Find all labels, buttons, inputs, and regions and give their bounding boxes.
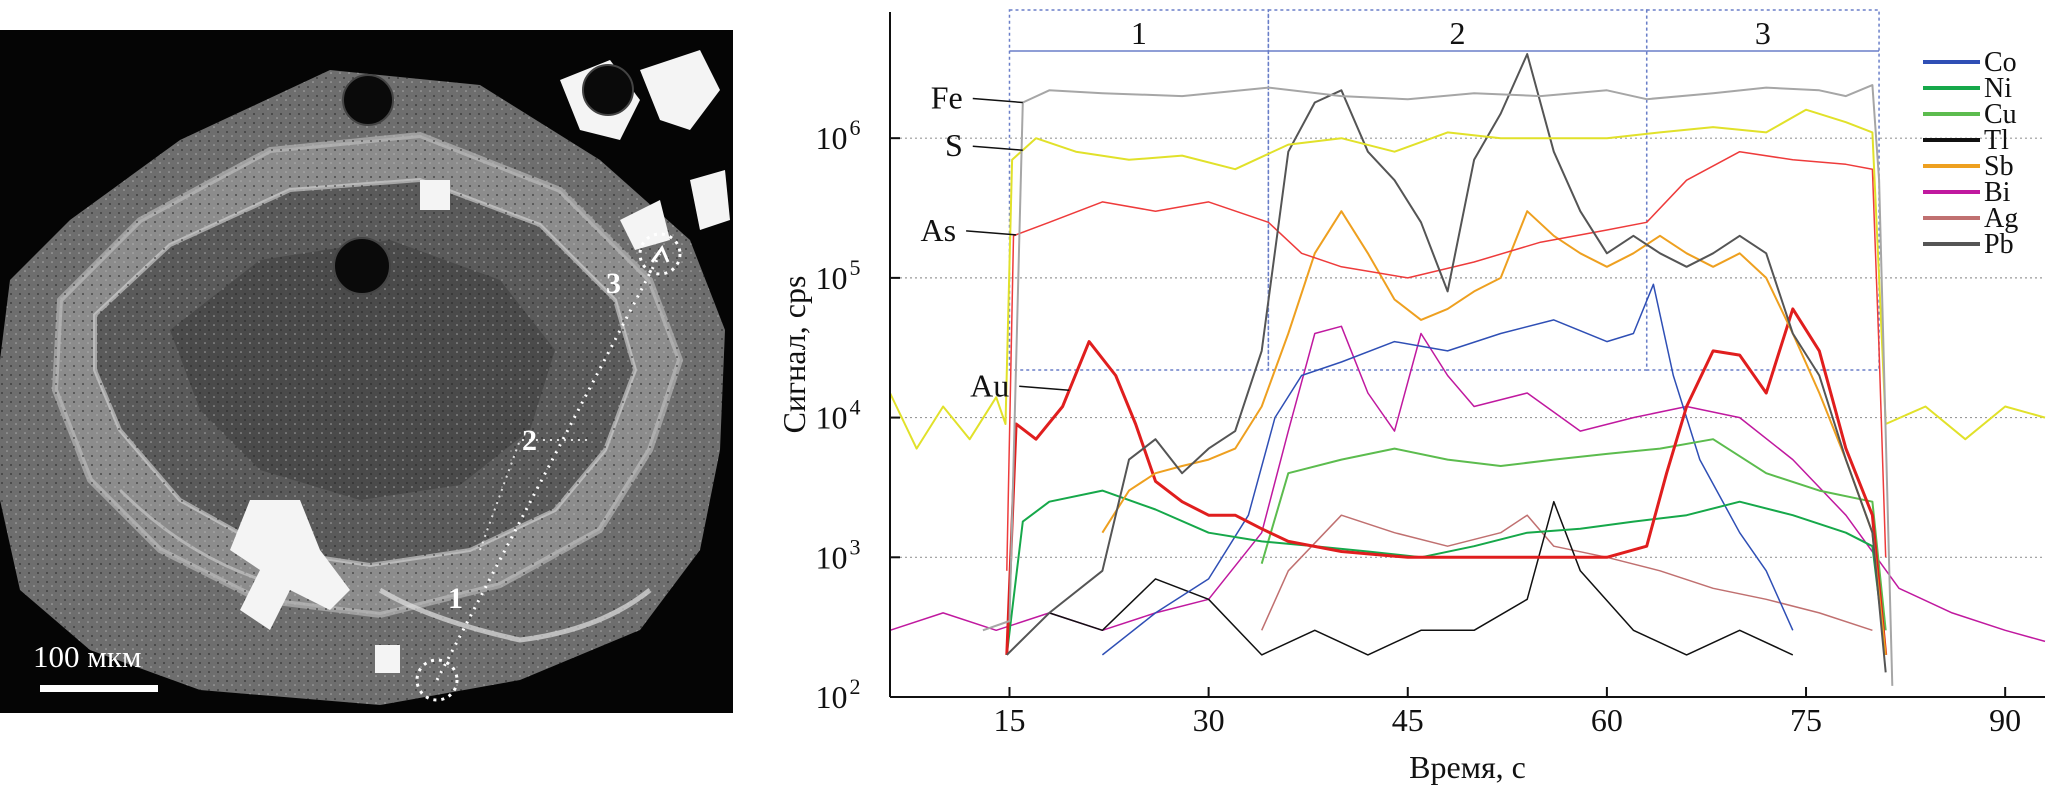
- x-tick-label-75: 75: [1790, 702, 1822, 738]
- curve-label-s: S: [945, 127, 963, 163]
- pyrite-grain: [0, 70, 725, 705]
- zone-box-3: [1645, 9, 1880, 371]
- analysis-profile: [415, 232, 682, 702]
- micrograph-panel: 1 2 3 100 мкм: [0, 30, 733, 713]
- zone-label-2: 2: [1450, 15, 1466, 51]
- direction-arrow-icon: [650, 244, 670, 263]
- legend-cu-label: Cu: [1984, 99, 2017, 130]
- legend-bi-label: Bi: [1984, 177, 2011, 208]
- x-tick-label-60: 60: [1591, 702, 1623, 738]
- series-co-line: [1101, 283, 1794, 656]
- series-cu-line: [1260, 438, 1887, 631]
- series-fe-line: [982, 84, 1894, 686]
- curve-label-au-leader: [1019, 385, 1070, 392]
- series-as-line: [1006, 150, 1887, 571]
- zone-label-3: 3: [1755, 15, 1771, 51]
- y-tick-label-5: 105: [816, 255, 861, 296]
- legend-pb-label: Pb: [1984, 229, 2014, 260]
- x-tick-label-30: 30: [1193, 702, 1225, 738]
- series-s-line: [889, 108, 2046, 450]
- y-tick-exponent-3: 3: [850, 534, 861, 559]
- x-tick-label-90: 90: [1989, 702, 2021, 738]
- y-axis-label: Сигнал, cps: [776, 276, 812, 434]
- y-tick-exponent-5: 5: [850, 255, 861, 280]
- legend-tl-label: Tl: [1984, 125, 2009, 156]
- curve-label-fe: Fe: [931, 80, 963, 116]
- profile-label-2: 2: [522, 424, 537, 457]
- curve-label-as-leader: [966, 230, 1017, 236]
- y-tick-label-4: 104: [816, 395, 861, 436]
- curve-label-s-leader: [972, 145, 1023, 151]
- legend-sb-label: Sb: [1984, 151, 2014, 182]
- bright-inclusions: [230, 50, 730, 673]
- zones-layer: 1 2 3: [1008, 9, 1880, 371]
- zone-box-2: [1267, 9, 1648, 371]
- y-tick-exponent-2: 2: [850, 674, 861, 699]
- series-ni-line: [1005, 489, 1887, 656]
- grid-layer: [890, 137, 2045, 558]
- profile-label-3: 3: [606, 267, 621, 300]
- zone-box-1: [1008, 9, 1270, 371]
- y-tick-label-3: 103: [816, 534, 861, 575]
- y-tick-label-2: 102: [816, 674, 861, 715]
- y-tick-exponent-4: 4: [850, 395, 861, 420]
- series-ag-line: [1261, 514, 1873, 632]
- legend-ag-label: Ag: [1984, 203, 2018, 234]
- series-layer: [889, 53, 2046, 686]
- zone-label-1: 1: [1131, 15, 1147, 51]
- x-tick-label-15: 15: [993, 702, 1025, 738]
- x-tick-label-45: 45: [1392, 702, 1424, 738]
- series-pb-line: [1006, 53, 1887, 673]
- spot-start-circle: [415, 658, 459, 702]
- profile-label-1: 1: [448, 582, 463, 615]
- y-tick-label-6: 106: [816, 115, 861, 156]
- series-au-line: [1005, 307, 1888, 656]
- scale-bar-label: 100 мкм: [33, 639, 142, 674]
- laser-craters: [333, 64, 634, 295]
- curve-label-au: Au: [970, 367, 1009, 403]
- legend-ni-label: Ni: [1984, 73, 2012, 104]
- curve-labels-layer: Fe S As Au: [921, 80, 1070, 403]
- scale-bar: [40, 685, 158, 692]
- series-tl-line: [1049, 500, 1794, 656]
- legend-co-label: Co: [1984, 47, 2017, 78]
- spot-end-circle: [638, 232, 682, 276]
- curve-label-as: As: [921, 212, 957, 248]
- series-bi-line: [889, 325, 2046, 643]
- x-axis-label: Время, с: [1409, 749, 1526, 785]
- curve-label-fe-leader: [972, 97, 1023, 104]
- y-tick-exponent-6: 6: [850, 115, 861, 140]
- series-sb-line: [1101, 210, 1887, 656]
